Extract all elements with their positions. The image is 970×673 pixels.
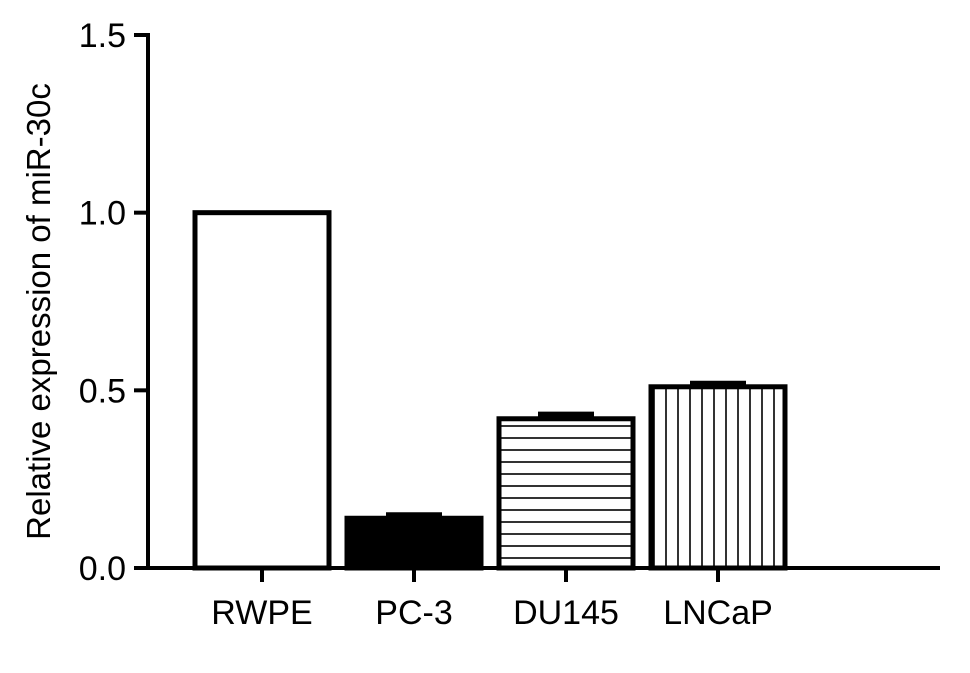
x-tick-label-du145: DU145 <box>513 594 619 632</box>
bar-du145 <box>496 416 636 571</box>
y-tick-label: 1.5 <box>79 17 126 55</box>
x-tick-label-rwpe: RWPE <box>211 594 312 632</box>
y-axis-title: Relative expression of miR-30c <box>20 83 57 540</box>
bar-pc-3 <box>344 515 484 571</box>
bar-lncap <box>648 384 788 571</box>
y-tick-label: 0.5 <box>79 372 126 410</box>
x-tick-label-lncap: LNCaP <box>663 594 773 632</box>
y-tick-label: 1.0 <box>79 195 126 233</box>
x-tick-label-pc-3: PC-3 <box>375 594 452 632</box>
bar-rwpe <box>192 210 332 571</box>
y-tick-label: 0.0 <box>79 550 126 588</box>
